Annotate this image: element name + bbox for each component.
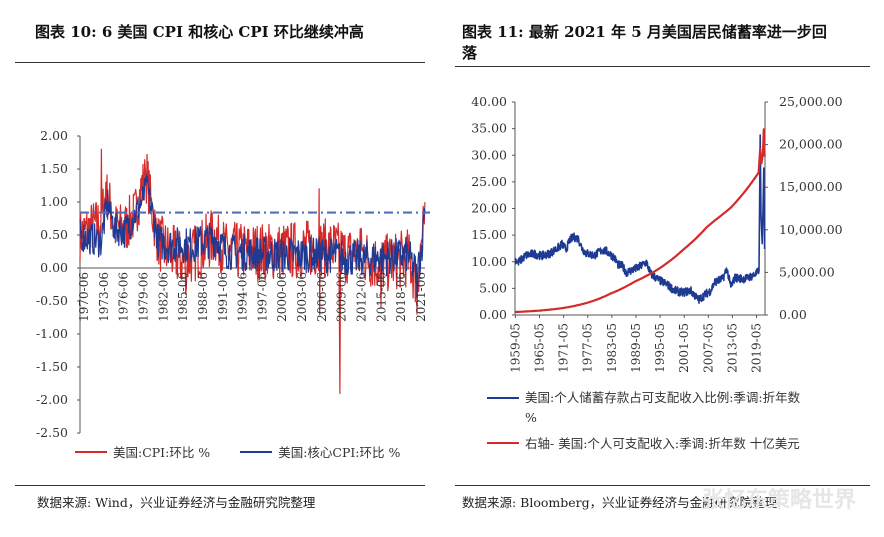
left-chart: 2.00 1.50 1.00 0.50 0.00 -0.50 -1.00 -1.50 -2.00… [36,128,430,440]
left-x-tick-label: 1979-06 [136,272,150,322]
right-left-tick-label: 30.00 [471,147,507,162]
left-y-tick-label: -1.50 [36,359,68,374]
right-chart: 40.00 35.00 30.00 25.00 20.00 15.00 10.00 5.00 0… [471,94,843,373]
right-right-tick-label: 0.00 [779,307,807,322]
right-title-line2: 落 [462,44,478,62]
left-x-tick-label: 1994-06 [236,272,250,322]
right-x-tick-label: 1971-05 [557,323,571,373]
right-right-tick-label: 10,000.00 [779,222,843,237]
legend-core-swatch [240,450,273,453]
legend-income-label: 右轴- 美国:个人可支配收入:季调:折年数 十亿美元 [525,436,800,451]
right-x-tick-label: 1977-05 [581,323,595,373]
left-title-rule [15,62,425,63]
right-legend-savings: 美国:个人储蓄存款占可支配收入比例:季调:折年数 % [487,388,850,428]
right-x-tick-label: 1983-05 [605,323,619,373]
right-x-tick-label: 1995-05 [653,323,667,373]
left-source-rule [15,485,425,486]
left-x-tick-label: 2018-06 [394,272,408,322]
right-source: 数据来源: Bloomberg，兴业证券经济与金融研究院整理 [462,495,778,510]
left-y-tick-label: 0.00 [40,260,68,275]
right-x-tick-label: 2019-05 [750,323,764,373]
left-x-tick-label: 2015-06 [374,272,388,322]
left-y-tick-label: -2.00 [36,392,68,407]
right-x-tick-label: 2001-05 [677,323,691,373]
left-x-tick-label: 1997-06 [255,272,269,322]
right-left-tick-label: 20.00 [471,201,507,216]
right-left-tick-label: 25.00 [471,174,507,189]
left-x-tick-label: 1982-06 [156,272,170,322]
left-y-tick-label: 2.00 [40,128,68,143]
legend-cpi-swatch [75,450,107,453]
legend-cpi-label: 美国:CPI:环比 % [113,445,211,460]
right-right-tick-label: 15,000.00 [779,179,843,194]
left-x-tick-label: 1970-06 [77,272,91,322]
legend-income-swatch [487,441,519,444]
right-x-tick-label: 1989-05 [629,323,643,373]
right-left-tick-label: 15.00 [471,227,507,242]
left-x-tick-label: 1976-06 [117,272,131,322]
right-series-disposable-income [515,128,766,314]
left-x-tick-label: 2021-06 [414,272,428,322]
right-title-line1: 图表 11: 最新 2021 年 5 月美国居民储蓄率进一步回 [462,23,827,41]
left-y-tick-label: 1.00 [40,194,68,209]
legend-savings-unit: % [525,410,537,425]
right-source-rule [455,485,870,486]
right-x-tick-label: 1959-05 [508,323,522,373]
right-left-tick-label: 40.00 [471,94,507,109]
left-x-tick-label: 2000-06 [275,272,289,322]
legend-savings-label: 美国:个人储蓄存款占可支配收入比例:季调:折年数 [525,390,801,405]
left-x-tick-label: 1988-06 [196,272,210,322]
right-right-tick-label: 5,000.00 [779,264,835,279]
left-chart-title: 图表 10: 6 美国 CPI 和核心 CPI 环比继续冲高 [35,23,364,41]
left-x-tick-label: 2009-06 [335,272,349,322]
watermark: 张忆东策略世界 [701,488,856,513]
right-right-tick-label: 20,000.00 [779,137,843,152]
left-x-tick-label: 1985-06 [176,272,190,322]
left-x-tick-label: 1991-06 [216,272,230,322]
left-x-tick-label: 2012-06 [355,272,369,322]
left-x-tick-label: 1973-06 [97,272,111,322]
left-y-tick-label: -2.50 [36,425,68,440]
right-x-tick-label: 1965-05 [533,323,547,373]
left-y-tick-label: 1.50 [40,161,68,176]
right-title-rule [455,66,870,67]
right-left-tick-label: 35.00 [471,121,507,136]
left-x-tick-label: 2006-06 [315,272,329,322]
legend-savings-text: 美国:个人储蓄存款占可支配收入比例:季调:折年数 % [525,388,850,428]
left-y-tick-label: 0.50 [40,227,68,242]
left-x-tick-label: 2003-06 [295,272,309,322]
legend-core-label: 美国:核心CPI:环比 % [278,445,401,460]
right-left-tick-label: 10.00 [471,254,507,269]
right-x-tick-label: 2013-05 [725,323,739,373]
right-x-tick-label: 2007-05 [701,323,715,373]
left-legend: 美国:CPI:环比 % 美国:核心CPI:环比 % [75,442,400,461]
left-y-tick-label: -1.00 [36,326,68,341]
right-series-savings-rate [514,134,766,304]
left-series-core [79,173,426,299]
right-left-tick-label: 5.00 [479,280,507,295]
right-legend-income: 右轴- 美国:个人可支配收入:季调:折年数 十亿美元 [487,433,800,452]
left-y-tick-label: -0.50 [36,293,68,308]
right-left-tick-label: 0.00 [479,307,507,322]
right-right-tick-label: 25,000.00 [779,94,843,109]
right-chart-title: 图表 11: 最新 2021 年 5 月美国居民储蓄率进一步回 落 [462,22,872,64]
left-source: 数据来源: Wind，兴业证券经济与金融研究院整理 [37,495,316,510]
legend-savings-swatch [487,397,519,399]
